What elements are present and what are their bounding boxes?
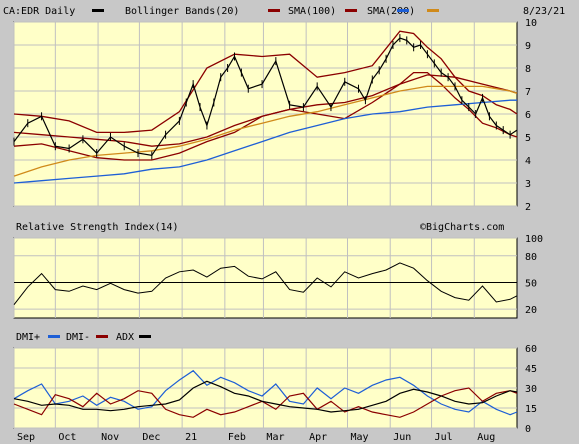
dmi-line-adx — [13, 380, 518, 413]
legend-swatch-price — [92, 9, 104, 12]
legend-adx: ADX — [116, 332, 134, 343]
legend-swatch-bollinger — [268, 9, 280, 12]
rsi-panel — [13, 237, 518, 319]
price-legend: CA:EDR Daily Bollinger Bands(20) SMA(100… — [3, 6, 565, 17]
y-tick-label: 0 — [525, 424, 531, 435]
legend-dmi-plus: DMI+ — [16, 332, 40, 343]
series-line-sma-200- — [13, 85, 518, 177]
y-tick-label: 5 — [525, 133, 531, 144]
legend-swatch-adx — [139, 335, 151, 338]
x-tick-label: Aug — [477, 432, 495, 443]
y-tick-label: 100 — [525, 234, 543, 245]
series-line-sma-100- — [13, 74, 518, 147]
x-tick-label: Sep — [17, 432, 35, 443]
y-tick-label: 15 — [525, 404, 537, 415]
legend-swatch-sma200 — [427, 9, 439, 12]
dmi-line-dmi- — [13, 369, 518, 416]
y-tick-label: 4 — [525, 156, 531, 167]
x-tick-label: 21 — [185, 432, 197, 443]
y-tick-label: 6 — [525, 110, 531, 121]
legend-bollinger: Bollinger Bands(20) — [125, 6, 239, 17]
x-tick-label: Mar — [266, 432, 284, 443]
x-tick-label: May — [350, 432, 368, 443]
dmi-line-dmi- — [13, 387, 518, 418]
legend-sma100: SMA(100) — [288, 6, 336, 17]
x-tick-label: Nov — [101, 432, 119, 443]
series-line-ca-edr-daily — [13, 37, 518, 157]
y-tick-label: 80 — [525, 252, 537, 263]
y-tick-label: 9 — [525, 41, 531, 52]
legend-swatch-dmi-minus — [96, 335, 108, 338]
x-tick-label: Oct — [58, 432, 76, 443]
chart-date: 8/23/21 — [523, 6, 565, 17]
series-line-bollinger-lower — [13, 71, 518, 161]
series-line-bollinger-upper — [13, 30, 518, 134]
x-tick-label: Feb — [228, 432, 246, 443]
legend-dmi-minus: DMI- — [66, 332, 90, 343]
y-tick-label: 2 — [525, 202, 531, 213]
y-tick-label: 8 — [525, 64, 531, 75]
rsi-title: Relative Strength Index(14) — [16, 222, 179, 233]
watermark: ©BigCharts.com — [420, 222, 504, 233]
y-tick-label: 20 — [525, 305, 537, 316]
series-line-sma-blue — [13, 99, 517, 184]
y-tick-label: 30 — [525, 384, 537, 395]
legend-sma200: SMA(200) — [367, 6, 415, 17]
x-tick-label: Jun — [393, 432, 411, 443]
y-tick-label: 10 — [525, 18, 537, 29]
y-tick-label: 45 — [525, 364, 537, 375]
rsi-line — [13, 262, 518, 306]
legend-swatch-sma100 — [345, 9, 357, 12]
dmi-legend: DMI+ DMI- ADX — [16, 332, 151, 343]
legend-swatch-sma-blue — [397, 9, 409, 12]
y-tick-label: 3 — [525, 179, 531, 190]
x-tick-label: Jul — [435, 432, 453, 443]
x-tick-label: Apr — [309, 432, 327, 443]
y-tick-label: 60 — [525, 344, 537, 355]
y-tick-label: 7 — [525, 87, 531, 98]
x-tick-label: Dec — [142, 432, 160, 443]
legend-swatch-dmi-plus — [48, 335, 60, 338]
price-title: CA:EDR Daily — [3, 6, 75, 17]
y-tick-label: 50 — [525, 278, 537, 289]
